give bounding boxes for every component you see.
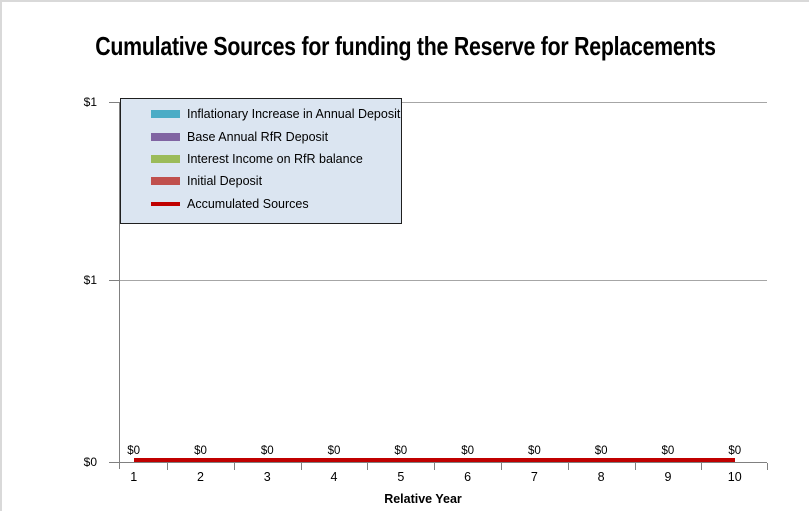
x-axis-tick xyxy=(701,463,703,470)
chart-title[interactable]: Cumulative Sources for funding the Reser… xyxy=(95,31,716,61)
data-label: $0 xyxy=(527,445,541,457)
data-label: $0 xyxy=(194,445,207,457)
legend-item[interactable]: Inflationary Increase in Annual Deposit xyxy=(121,103,401,125)
y-axis-label: $0 xyxy=(83,455,97,469)
x-axis-tick xyxy=(233,463,235,470)
x-axis-tick xyxy=(500,463,502,470)
x-axis-label: 1 xyxy=(130,470,138,484)
legend-swatch-bar-icon xyxy=(151,154,180,163)
legend-item[interactable]: Base Annual RfR Deposit xyxy=(121,125,401,147)
x-axis-tick xyxy=(567,463,569,470)
data-label: $0 xyxy=(394,445,408,457)
data-label: $0 xyxy=(728,445,742,457)
legend[interactable]: Inflationary Increase in Annual Deposit B… xyxy=(120,98,402,224)
x-axis-title: Relative Year xyxy=(384,492,462,506)
x-axis-tick xyxy=(167,463,169,470)
x-axis-tick xyxy=(300,463,302,470)
legend-label: Accumulated Sources xyxy=(187,196,309,211)
legend-swatch-bar-icon xyxy=(151,132,180,141)
data-label: $0 xyxy=(594,445,608,457)
y-axis-tick xyxy=(109,102,119,103)
data-label: $0 xyxy=(327,445,341,457)
legend-label: Inflationary Increase in Annual Deposit xyxy=(187,107,401,122)
legend-label: Interest Income on RfR balance xyxy=(187,151,363,166)
x-axis-tick xyxy=(367,463,369,470)
x-axis-label: 3 xyxy=(263,470,271,484)
x-axis-label: 2 xyxy=(196,470,204,484)
legend-label: Initial Deposit xyxy=(187,174,263,189)
legend-item[interactable]: Accumulated Sources xyxy=(121,193,401,215)
x-axis-label: 10 xyxy=(727,470,742,484)
data-label: $0 xyxy=(661,445,675,457)
x-axis-tick xyxy=(767,463,768,470)
legend-swatch-line-icon xyxy=(151,201,180,206)
data-label: $0 xyxy=(260,445,274,457)
legend-swatch-bar-icon xyxy=(151,177,180,186)
x-axis-tick xyxy=(634,463,636,470)
data-label: $0 xyxy=(127,445,141,457)
y-axis-tick xyxy=(109,462,119,463)
legend-item[interactable]: Interest Income on RfR balance xyxy=(121,148,401,170)
data-label: $0 xyxy=(461,445,474,457)
y-axis-label: $1 xyxy=(83,273,97,287)
x-axis-label: 8 xyxy=(597,470,605,484)
x-axis-label: 4 xyxy=(330,470,338,484)
legend-label: Base Annual RfR Deposit xyxy=(187,129,329,144)
y-gridline xyxy=(120,280,767,281)
x-axis-label: 6 xyxy=(464,470,472,484)
x-axis-line xyxy=(119,462,767,463)
y-axis-line xyxy=(119,102,120,469)
y-axis-tick xyxy=(109,280,119,281)
series-line-accumulated-sources[interactable] xyxy=(134,458,735,463)
x-axis-label: 9 xyxy=(664,470,672,484)
legend-swatch-bar-icon xyxy=(151,110,180,119)
y-gridline xyxy=(120,102,767,103)
x-axis-label: 7 xyxy=(530,470,538,484)
y-axis-label: $1 xyxy=(83,95,97,109)
x-axis-tick xyxy=(434,463,436,470)
x-axis-label: 5 xyxy=(397,470,405,484)
legend-item[interactable]: Initial Deposit xyxy=(121,170,401,192)
